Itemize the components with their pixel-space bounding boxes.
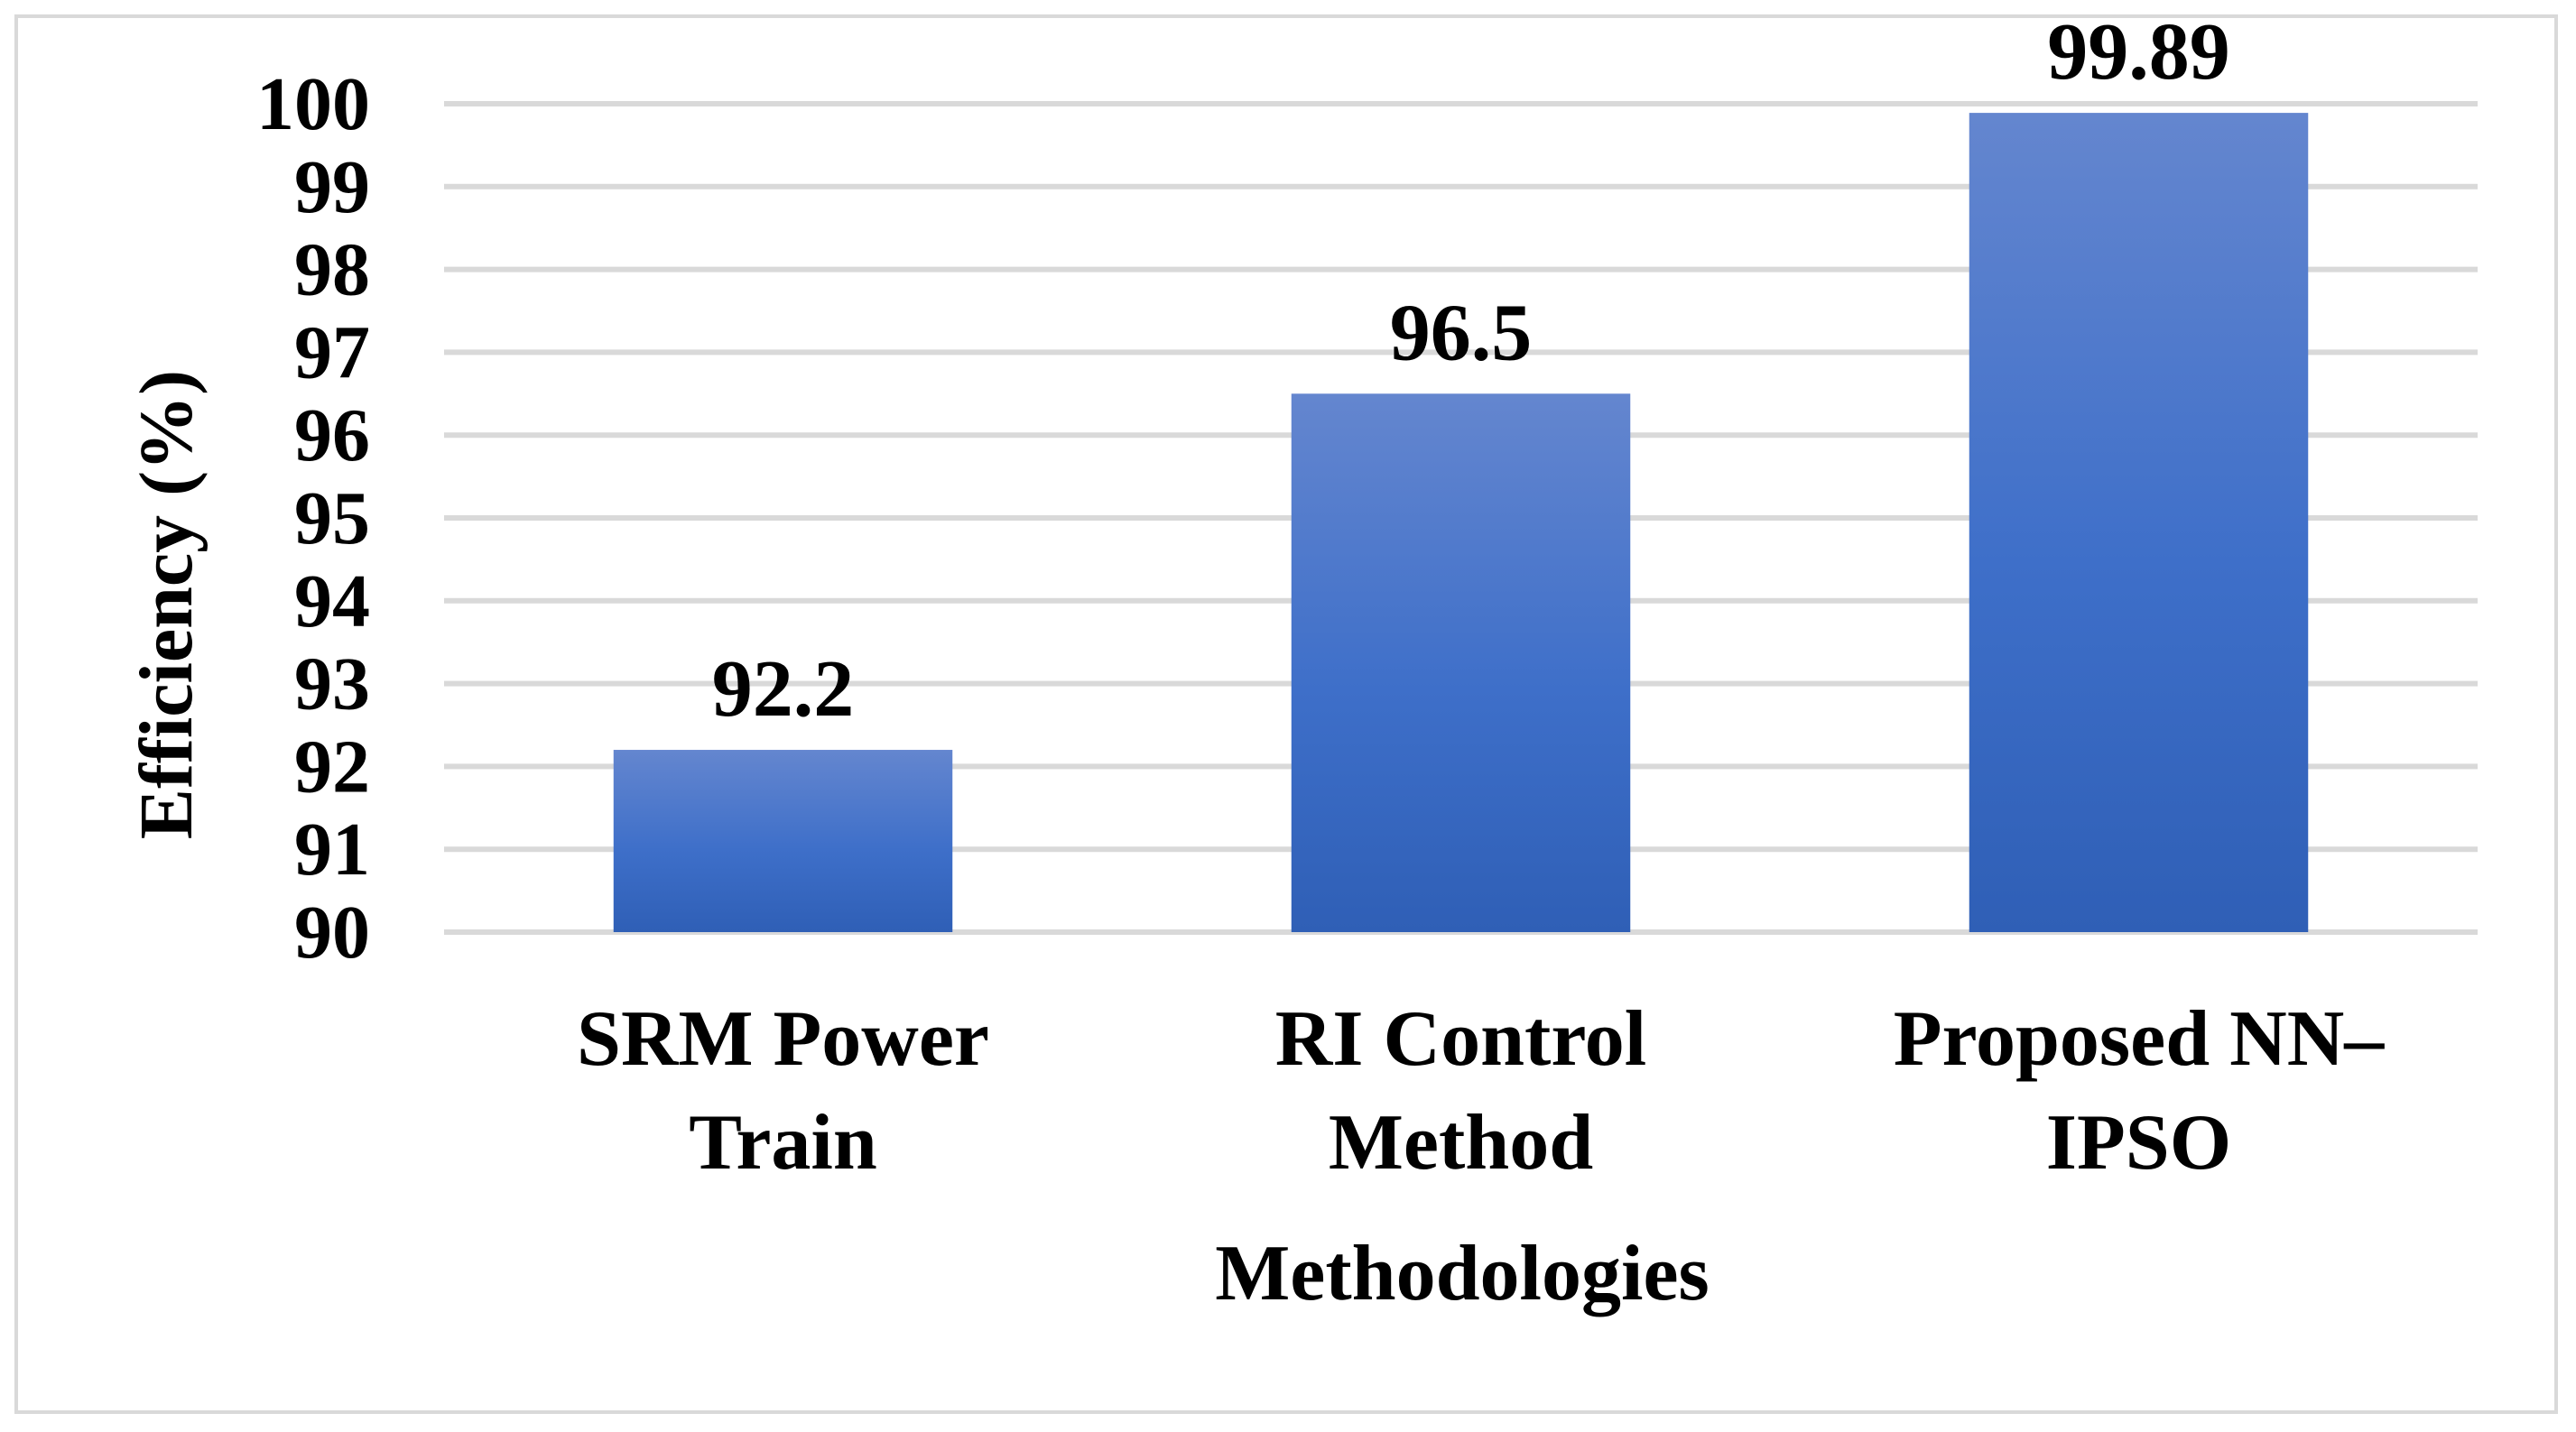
x-tick-label: Method xyxy=(1329,1099,1593,1187)
y-axis-label: Efficiency (%) xyxy=(125,370,208,839)
bar xyxy=(613,750,953,932)
y-tick-label: 96 xyxy=(294,393,370,477)
data-labels: 92.2 96.5 99.89 xyxy=(712,7,2230,734)
x-tick-labels: SRM Power Train RI Control Method Proposed N… xyxy=(577,995,2385,1187)
y-tick-label: 100 xyxy=(256,62,370,146)
x-tick-label: Train xyxy=(689,1099,877,1187)
data-label: 99.89 xyxy=(2047,7,2230,97)
y-tick-label: 90 xyxy=(294,891,370,975)
y-tick-label: 94 xyxy=(294,559,370,643)
x-tick-label: IPSO xyxy=(2046,1099,2231,1187)
y-tick-label: 95 xyxy=(294,476,370,560)
x-tick-label: Proposed NN– xyxy=(1894,995,2386,1083)
x-tick-label: SRM Power xyxy=(577,995,989,1083)
data-label: 96.5 xyxy=(1390,288,1533,377)
x-axis-label: Methodologies xyxy=(1215,1230,1710,1317)
bar xyxy=(1969,113,2309,932)
y-tick-label: 91 xyxy=(294,808,370,892)
bar xyxy=(1291,393,1631,932)
y-tick-label: 93 xyxy=(294,642,370,726)
y-tick-label: 92 xyxy=(294,725,370,808)
y-tick-label: 99 xyxy=(294,145,370,229)
y-tick-label: 97 xyxy=(294,310,370,394)
bars xyxy=(613,113,2309,932)
y-tick-label: 98 xyxy=(294,228,370,312)
x-tick-label: RI Control xyxy=(1275,995,1647,1083)
data-label: 92.2 xyxy=(712,644,855,734)
